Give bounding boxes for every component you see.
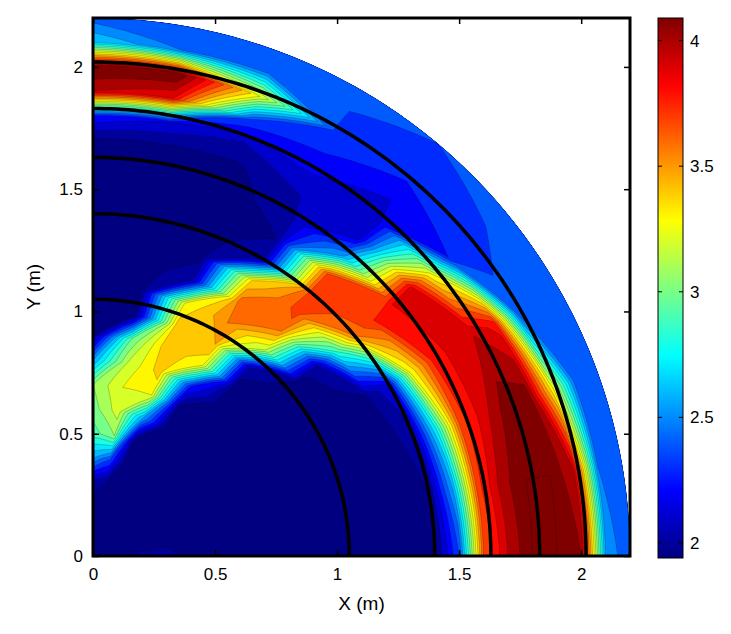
y-axis-title: Y (m) xyxy=(23,264,44,310)
colorbar-tick xyxy=(658,291,662,292)
tick-label: 0 xyxy=(89,565,98,584)
plot-frame xyxy=(93,18,630,556)
tick-label: 1.5 xyxy=(59,180,83,199)
colorbar-tick xyxy=(658,542,662,543)
tick-label: 1 xyxy=(333,565,342,584)
contour-band xyxy=(93,46,601,556)
colorbar-tick-label: 4 xyxy=(690,32,699,51)
colorbar-tick xyxy=(658,40,662,41)
contour-band xyxy=(93,59,588,556)
x-axis-title: X (m) xyxy=(338,593,384,614)
contour-band xyxy=(93,23,618,556)
tick-label: 0.5 xyxy=(204,565,228,584)
tick-label: 2 xyxy=(74,58,83,77)
contour-band xyxy=(93,44,602,556)
arc xyxy=(93,157,491,556)
tick: 1 xyxy=(74,302,99,321)
contour-band xyxy=(93,18,630,556)
tick-label: 1.5 xyxy=(448,565,472,584)
contour-band xyxy=(93,18,630,556)
colorbar-tick-label: 3.5 xyxy=(690,157,714,176)
contour-band xyxy=(93,18,630,556)
colorbar-tick-label: 2.5 xyxy=(690,408,714,427)
contour-band xyxy=(93,52,594,556)
colorbar-tick-label: 2 xyxy=(690,534,699,553)
chart-container: 0 0.5 1 1.5 2 0 0.5 1 1.5 2 X (m) Y (m) 2 2.5 3 3.5 4 xyxy=(0,0,731,634)
colorbar-tick-label: 3 xyxy=(690,283,699,302)
contour-band xyxy=(93,49,597,556)
plot-area xyxy=(93,18,630,556)
arc xyxy=(93,214,435,556)
contour-band xyxy=(93,56,591,557)
colorbar-tick xyxy=(679,291,683,292)
colorbar-tick xyxy=(679,417,683,418)
colorbar-tick xyxy=(679,166,683,167)
contour-band xyxy=(93,42,604,556)
tick-label: 2 xyxy=(577,565,586,584)
contour-band xyxy=(93,47,599,556)
contour-band xyxy=(93,18,630,556)
arc xyxy=(93,62,586,556)
contour-band xyxy=(93,64,583,556)
tick-label: 0.5 xyxy=(59,425,83,444)
colorbar-tick xyxy=(658,417,662,418)
tick: 2 xyxy=(74,58,99,77)
contour-band xyxy=(93,60,586,556)
arc xyxy=(93,299,349,556)
colorbar xyxy=(658,18,683,558)
contour-band xyxy=(93,62,584,556)
colorbar-tick xyxy=(679,542,683,543)
colorbar-ticks: 2 2.5 3 3.5 4 xyxy=(658,32,714,553)
contour-band xyxy=(93,18,630,556)
contour-band xyxy=(93,51,596,556)
chart-svg: 0 0.5 1 1.5 2 0 0.5 1 1.5 2 X (m) Y (m) 2 2.5 3 3.5 4 xyxy=(0,0,731,634)
contour-band xyxy=(93,18,630,556)
contour-band xyxy=(93,65,581,556)
field xyxy=(93,18,630,556)
contour-band xyxy=(93,33,606,556)
tick-label: 0 xyxy=(74,547,83,566)
contour-band xyxy=(93,54,593,556)
colorbar-tick xyxy=(658,166,662,167)
colorbar-tick xyxy=(679,40,683,41)
arc xyxy=(93,108,540,556)
contour-band xyxy=(93,57,589,556)
tick-label: 1 xyxy=(74,302,83,321)
